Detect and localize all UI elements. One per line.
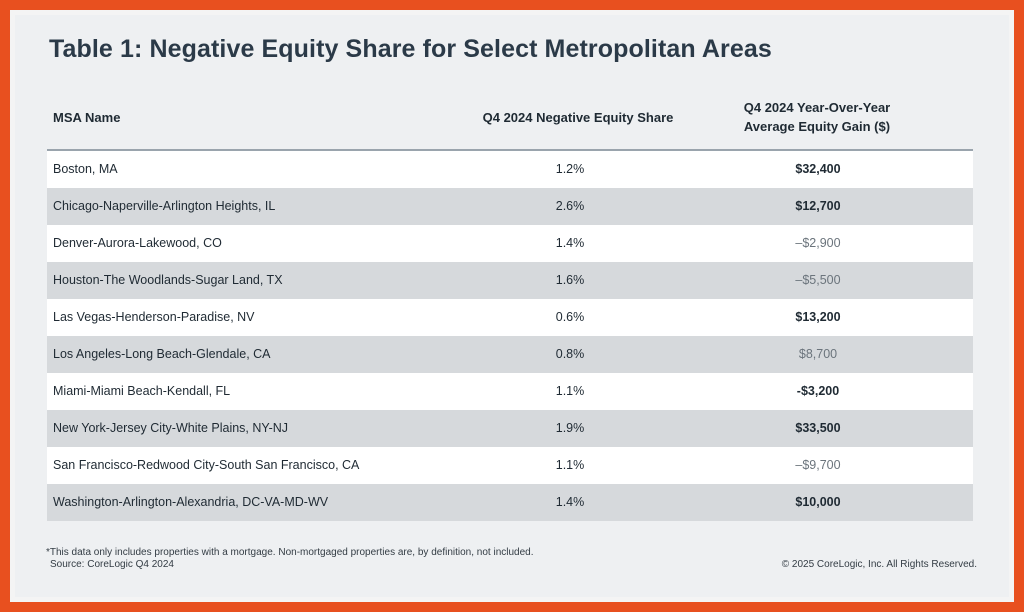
cell-equity-gain: –$5,500 (795, 273, 841, 287)
cell-negative-equity-share: 1.2% (555, 162, 585, 176)
cell-msa-name: Boston, MA (53, 162, 118, 176)
table-row: Boston, MA 1.2% $32,400 (47, 151, 973, 188)
source-note: Source: CoreLogic Q4 2024 (50, 559, 174, 570)
cell-equity-gain: $12,700 (795, 199, 841, 213)
header-equity-gain: Q4 2024 Year-Over-Year Average Equity Ga… (709, 98, 925, 136)
cell-msa-name: Miami-Miami Beach-Kendall, FL (53, 384, 231, 398)
cell-negative-equity-share: 0.8% (555, 347, 585, 361)
table-row: Los Angeles-Long Beach-Glendale, CA 0.8%… (47, 336, 973, 373)
cell-equity-gain: $10,000 (795, 495, 841, 509)
cell-msa-name: Denver-Aurora-Lakewood, CO (53, 236, 222, 250)
header-msa-name: MSA Name (53, 110, 121, 125)
cell-msa-name: New York-Jersey City-White Plains, NY-NJ (53, 421, 289, 435)
table-row: Houston-The Woodlands-Sugar Land, TX 1.6… (47, 262, 973, 299)
cell-equity-gain: $32,400 (795, 162, 841, 176)
cell-negative-equity-share: 0.6% (555, 310, 585, 324)
cell-equity-gain: $8,700 (798, 347, 838, 361)
cell-negative-equity-share: 1.1% (555, 458, 585, 472)
header-equity-gain-line2: Average Equity Gain ($) (743, 119, 891, 134)
page-title: Table 1: Negative Equity Share for Selec… (49, 35, 772, 63)
copyright-note: © 2025 CoreLogic, Inc. All Rights Reserv… (781, 559, 977, 570)
cell-msa-name: Las Vegas-Henderson-Paradise, NV (53, 310, 255, 324)
cell-msa-name: Chicago-Naperville-Arlington Heights, IL (53, 199, 276, 213)
cell-equity-gain: $13,200 (795, 310, 841, 324)
table-row: New York-Jersey City-White Plains, NY-NJ… (47, 410, 973, 447)
cell-equity-gain: –$2,900 (795, 236, 841, 250)
cell-negative-equity-share: 1.9% (555, 421, 585, 435)
header-negative-equity-share: Q4 2024 Negative Equity Share (482, 110, 674, 125)
cell-msa-name: Washington-Arlington-Alexandria, DC-VA-M… (53, 495, 329, 509)
cell-equity-gain: $33,500 (795, 421, 841, 435)
cell-equity-gain: -$3,200 (796, 384, 840, 398)
table-header: MSA Name Q4 2024 Negative Equity Share Q… (47, 92, 973, 151)
cell-msa-name: Houston-The Woodlands-Sugar Land, TX (53, 273, 283, 287)
cell-negative-equity-share: 1.4% (555, 236, 585, 250)
cell-negative-equity-share: 1.4% (555, 495, 585, 509)
cell-msa-name: San Francisco-Redwood City-South San Fra… (53, 458, 360, 472)
cell-negative-equity-share: 2.6% (555, 199, 585, 213)
cell-msa-name: Los Angeles-Long Beach-Glendale, CA (53, 347, 271, 361)
cell-equity-gain: –$9,700 (795, 458, 841, 472)
table-row: Washington-Arlington-Alexandria, DC-VA-M… (47, 484, 973, 521)
table-row: Chicago-Naperville-Arlington Heights, IL… (47, 188, 973, 225)
cell-negative-equity-share: 1.6% (555, 273, 585, 287)
table-row: Las Vegas-Henderson-Paradise, NV 0.6% $1… (47, 299, 973, 336)
header-equity-gain-line1: Q4 2024 Year-Over-Year (743, 100, 891, 115)
table-row: Denver-Aurora-Lakewood, CO 1.4% –$2,900 (47, 225, 973, 262)
equity-table: MSA Name Q4 2024 Negative Equity Share Q… (47, 92, 973, 521)
table-row: Miami-Miami Beach-Kendall, FL 1.1% -$3,2… (47, 373, 973, 410)
cell-negative-equity-share: 1.1% (555, 384, 585, 398)
table-row: San Francisco-Redwood City-South San Fra… (47, 447, 973, 484)
footnote: *This data only includes properties with… (46, 547, 534, 558)
